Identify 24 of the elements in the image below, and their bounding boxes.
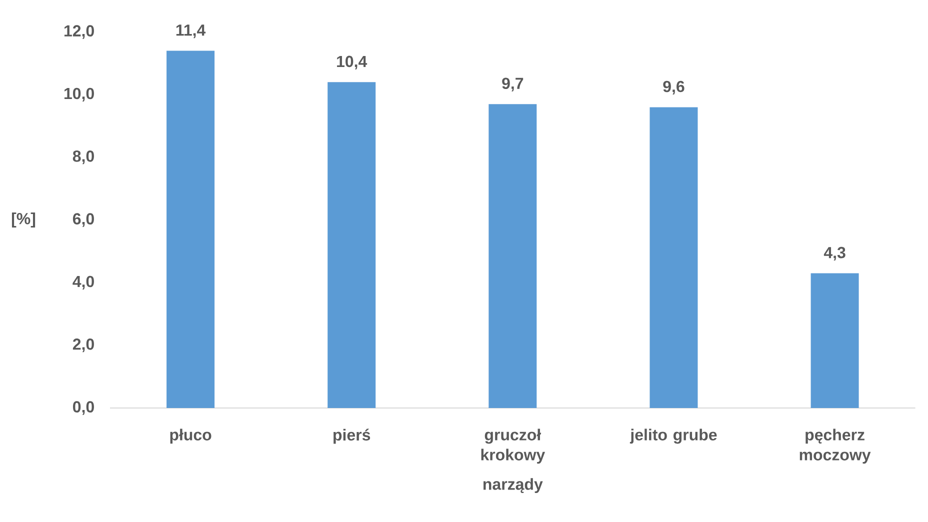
x-tick-label: płuco — [170, 428, 212, 444]
data-label: 10,4 — [337, 56, 368, 70]
y-tick-label: 12,0 — [64, 25, 94, 39]
bar — [488, 104, 537, 408]
y-tick-label: 6,0 — [72, 213, 94, 227]
data-label: 9,7 — [502, 78, 524, 92]
x-tick-label: pęcherz moczowy — [800, 428, 871, 464]
data-label: 11,4 — [176, 24, 206, 38]
bar — [650, 107, 698, 408]
x-tick-label: gruczoł krokowy — [481, 428, 546, 464]
x-tick-label: pierś — [334, 428, 370, 444]
data-label: 9,6 — [663, 80, 684, 94]
y-tick-label: 4,0 — [72, 276, 94, 290]
data-label: 4,3 — [824, 246, 846, 261]
y-tick-label: 8,0 — [72, 150, 94, 164]
y-axis-title: [%] — [12, 212, 36, 228]
y-tick-label: 2,0 — [72, 338, 94, 352]
bar — [810, 273, 859, 408]
bar — [166, 50, 215, 408]
bar — [328, 82, 376, 408]
y-tick-label: 0,0 — [73, 401, 94, 415]
y-tick-label: 10,0 — [64, 88, 94, 102]
x-tick-label: jelito grube — [630, 428, 717, 444]
x-axis-title: narządy — [483, 478, 543, 494]
